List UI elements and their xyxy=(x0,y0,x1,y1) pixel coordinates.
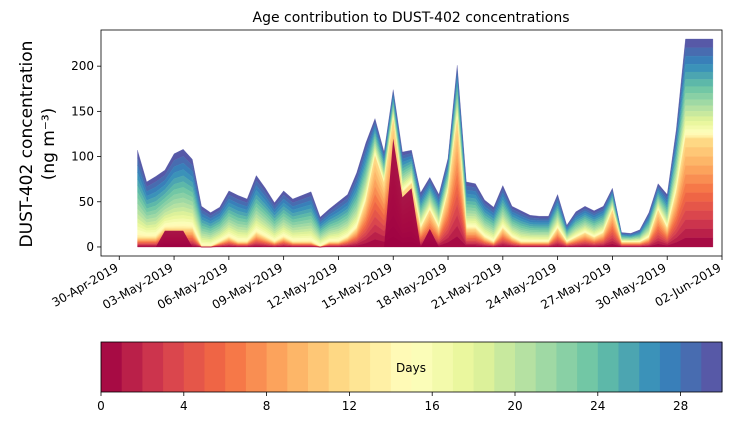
colorbar-segment xyxy=(121,342,143,392)
colorbar-tick-label: 20 xyxy=(507,399,522,413)
colorbar-segment xyxy=(308,342,330,392)
colorbar-segment xyxy=(473,342,495,392)
colorbar-tick-label: 0 xyxy=(97,399,105,413)
colorbar-segment xyxy=(432,342,454,392)
y-tick-label: 0 xyxy=(86,240,94,254)
y-axis: 0 50 100 150 200 xyxy=(71,59,101,254)
y-tick-label: 100 xyxy=(71,150,94,164)
colorbar-segment xyxy=(204,342,226,392)
x-axis: 30-Apr-201903-May-201906-May-201909-May-… xyxy=(50,256,724,312)
colorbar-segment xyxy=(452,342,475,392)
y-tick-label: 200 xyxy=(71,59,94,73)
y-axis-label: DUST-402 concentration (ng m⁻³) xyxy=(17,41,59,248)
colorbar xyxy=(100,341,723,393)
colorbar-segment xyxy=(535,342,557,392)
colorbar-segment xyxy=(659,342,682,392)
colorbar-tick-label: 16 xyxy=(425,399,440,413)
y-tick-label: 50 xyxy=(79,195,94,209)
colorbar-segment xyxy=(577,342,599,392)
colorbar-tick-label: 24 xyxy=(590,399,605,413)
colorbar-segment xyxy=(411,342,433,392)
colorbar-segment xyxy=(390,342,413,392)
colorbar-segment xyxy=(556,342,578,392)
colorbar-segment xyxy=(142,342,164,392)
plot-area xyxy=(100,29,723,257)
colorbar-tick-label: 12 xyxy=(342,399,357,413)
y-tick-label: 150 xyxy=(71,104,94,118)
colorbar-segment xyxy=(349,342,371,392)
colorbar-segment xyxy=(163,342,185,392)
colorbar-segment xyxy=(494,342,516,392)
colorbar-segment xyxy=(225,342,247,392)
colorbar-segment xyxy=(245,342,268,392)
colorbar-tick-label: 4 xyxy=(180,399,188,413)
colorbar-segment xyxy=(597,342,620,392)
chart-title: Age contribution to DUST-402 concentrati… xyxy=(253,10,570,26)
colorbar-segment xyxy=(515,342,537,392)
colorbar-tick-label: 28 xyxy=(673,399,688,413)
colorbar-tick-label: 8 xyxy=(263,399,271,413)
colorbar-frame xyxy=(100,341,723,393)
colorbar-segment xyxy=(618,342,640,392)
y-axis-label-line2: (ng m⁻³) xyxy=(39,108,59,181)
colorbar-segment xyxy=(266,342,288,392)
colorbar-segment xyxy=(287,342,309,392)
plot-frame xyxy=(100,29,723,257)
colorbar-label: Days xyxy=(396,361,426,375)
colorbar-segment xyxy=(639,342,661,392)
colorbar-segment xyxy=(701,342,723,392)
colorbar-segment xyxy=(101,342,123,392)
colorbar-segment xyxy=(328,342,350,392)
colorbar-ticks: 0 4 8 12 16 20 24 28 xyxy=(97,392,688,413)
colorbar-segment xyxy=(370,342,392,392)
colorbar-segment xyxy=(183,342,206,392)
colorbar-segment xyxy=(680,342,702,392)
y-axis-label-line1: DUST-402 concentration xyxy=(17,41,37,248)
